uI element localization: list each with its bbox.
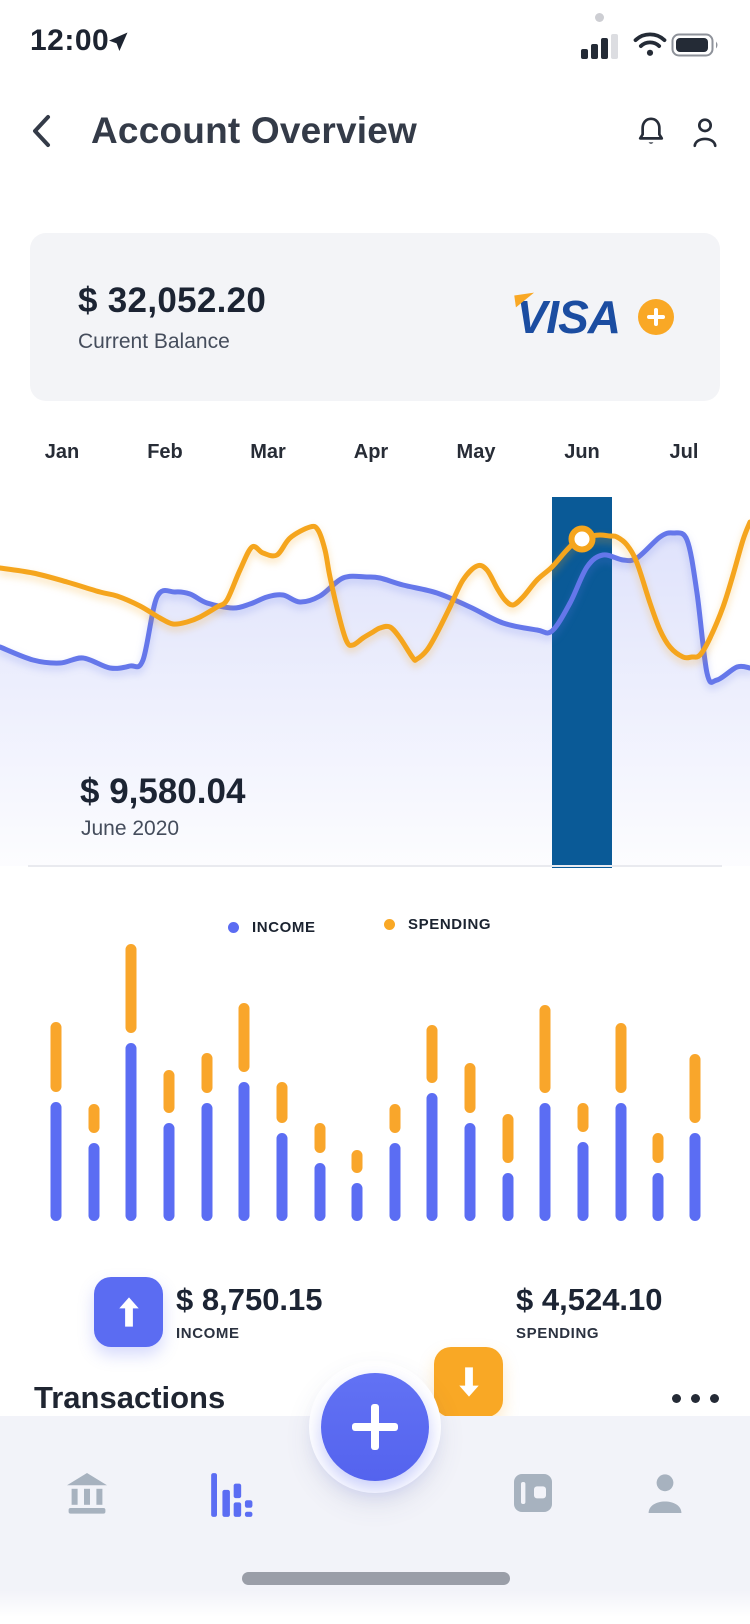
spending-bar-15 (577, 1103, 589, 1132)
income-bar-12 (464, 1123, 476, 1221)
income-line (0, 530, 750, 685)
spending-bar-9 (351, 1150, 363, 1173)
income-bar-16 (615, 1103, 627, 1221)
month-label-jul[interactable]: Jul (669, 441, 699, 463)
spending-bar-13 (502, 1114, 514, 1163)
signal-strength-icon (581, 34, 618, 59)
back-button[interactable] (28, 112, 54, 150)
spending-stat: $ 4,524.10 SPENDING (516, 1282, 663, 1342)
month-label-apr[interactable]: Apr (353, 441, 389, 463)
arrow-up-icon (118, 1297, 139, 1327)
income-amount: $ 8,750.15 (176, 1282, 323, 1317)
income-bar-3 (125, 1043, 137, 1221)
battery-icon (671, 33, 718, 57)
month-label-jun[interactable]: Jun (564, 441, 600, 463)
income-bar-13 (502, 1173, 514, 1221)
income-bar-18 (689, 1133, 701, 1221)
income-bar-17 (652, 1173, 664, 1221)
spending-bar-16 (615, 1023, 627, 1093)
income-label: INCOME (176, 1325, 240, 1342)
spending-bar-8 (314, 1123, 326, 1153)
add-card-button[interactable] (638, 299, 674, 335)
spending-bar-12 (464, 1063, 476, 1113)
balance-block: $ 32,052.20 Current Balance (78, 281, 266, 354)
current-balance-label: Current Balance (78, 329, 230, 353)
income-bar-10 (389, 1143, 401, 1221)
income-bar-2 (88, 1143, 100, 1221)
profile-icon[interactable] (688, 114, 722, 152)
spending-bar-10 (389, 1104, 401, 1133)
nav-accounts-bank-icon[interactable] (62, 1470, 112, 1516)
income-bar-4 (163, 1123, 175, 1221)
location-arrow-icon (109, 32, 128, 51)
balance-line-chart (0, 497, 750, 868)
month-label-jan[interactable]: Jan (44, 441, 80, 463)
nav-statistics-chart-icon[interactable] (207, 1470, 257, 1518)
spending-bar-17 (652, 1133, 664, 1163)
income-spending-bar-chart (50, 944, 701, 1221)
income-bar-11 (426, 1093, 438, 1221)
spending-bar-18 (689, 1054, 701, 1123)
income-stat-button[interactable] (94, 1277, 163, 1347)
spending-bar-11 (426, 1025, 438, 1083)
nav-wallet-icon[interactable] (509, 1470, 557, 1516)
income-bar-14 (539, 1103, 551, 1221)
spending-bar-5 (201, 1053, 213, 1093)
spending-bar-7 (276, 1082, 288, 1123)
spending-bar-6 (238, 1003, 250, 1072)
nav-profile-icon[interactable] (641, 1470, 689, 1516)
selected-month-amount: $ 9,580.04 (80, 772, 246, 811)
visa-logo: VISA (513, 290, 621, 344)
home-indicator[interactable] (242, 1572, 510, 1585)
arrow-down-icon (458, 1367, 479, 1397)
balance-card: $ 32,052.20 Current Balance VISA (30, 233, 720, 401)
income-bar-5 (201, 1103, 213, 1221)
clock: 12:00 (30, 24, 110, 57)
legend-income: INCOME (228, 919, 316, 936)
spending-bar-3 (125, 944, 137, 1033)
selected-point-marker[interactable] (568, 525, 596, 553)
selected-month-label: June 2020 (81, 817, 180, 840)
notifications-bell-icon[interactable] (634, 114, 668, 152)
add-transaction-fab[interactable] (321, 1373, 429, 1481)
spending-line (0, 519, 750, 663)
wifi-icon (633, 32, 667, 56)
income-bar-8 (314, 1163, 326, 1221)
month-label-feb[interactable]: Feb (147, 441, 183, 463)
income-bar-9 (351, 1183, 363, 1221)
camera-dot (595, 13, 604, 22)
spending-amount: $ 4,524.10 (516, 1282, 663, 1317)
month-label-may[interactable]: May (456, 441, 496, 463)
transactions-heading: Transactions (34, 1380, 226, 1415)
income-bar-7 (276, 1133, 288, 1221)
spending-stat-button[interactable] (434, 1347, 503, 1417)
income-bar-1 (50, 1102, 62, 1221)
income-bar-6 (238, 1082, 250, 1221)
spending-bar-4 (163, 1070, 175, 1113)
month-axis: Jan Feb Mar Apr May Jun Jul (0, 441, 750, 467)
spending-bar-14 (539, 1005, 551, 1093)
spending-bar-2 (88, 1104, 100, 1133)
spending-dot-icon (384, 919, 395, 930)
legend-spending: SPENDING (384, 916, 491, 933)
month-label-mar[interactable]: Mar (250, 441, 286, 463)
page-title: Account Overview (91, 110, 418, 151)
income-stat: $ 8,750.15 INCOME (176, 1282, 323, 1342)
income-dot-icon (228, 922, 239, 933)
transactions-more-menu[interactable] (672, 1394, 719, 1403)
income-bar-15 (577, 1142, 589, 1221)
spending-label: SPENDING (516, 1325, 600, 1342)
current-balance-amount: $ 32,052.20 (78, 280, 267, 320)
spending-bar-1 (50, 1022, 62, 1092)
